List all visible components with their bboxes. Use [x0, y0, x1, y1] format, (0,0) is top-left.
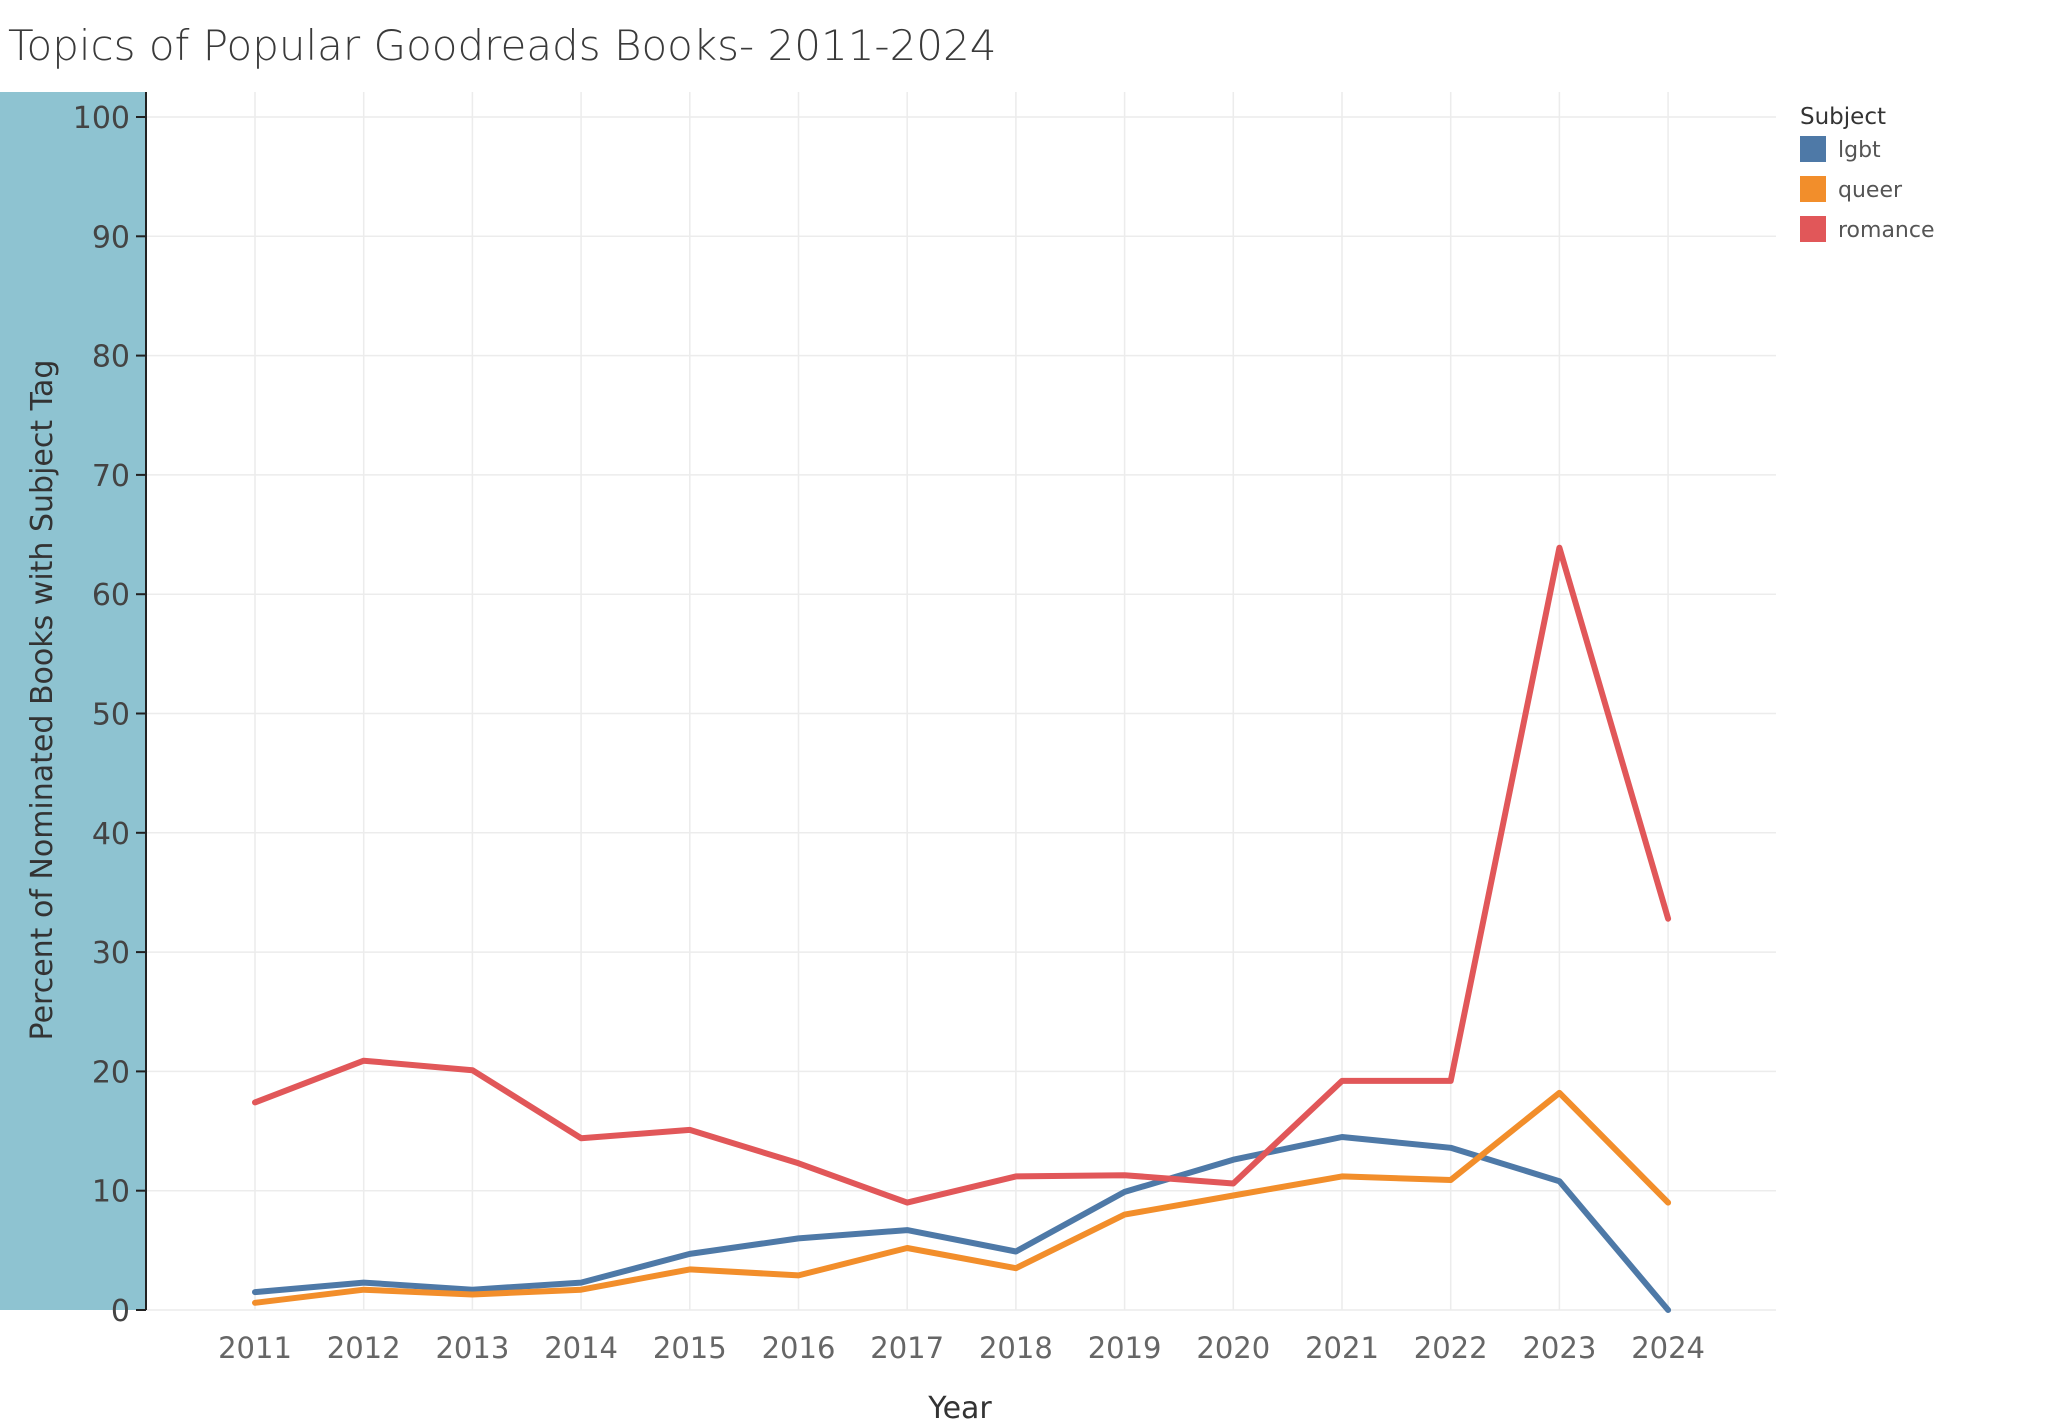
series-line-romance — [252, 544, 1672, 1206]
legend-title: Subject — [1800, 104, 1886, 130]
series-line-queer — [252, 1089, 1672, 1306]
x-tick-label: 2024 — [1631, 1331, 1705, 1365]
y-tick-label: 100 — [73, 101, 130, 136]
x-tick-label: 2021 — [1305, 1331, 1379, 1365]
y-tick-label: 40 — [92, 817, 130, 852]
series-line-lgbt — [252, 1134, 1672, 1313]
y-tick-label: 10 — [92, 1175, 130, 1210]
x-tick-label: 2012 — [327, 1331, 401, 1365]
legend-swatch-lgbt — [1800, 136, 1826, 162]
legend-label-romance: romance — [1838, 218, 1935, 243]
legend-swatch-queer — [1800, 176, 1826, 202]
y-tick-label: 50 — [92, 698, 130, 733]
y-tick-label: 0 — [111, 1294, 130, 1329]
vertical-gridlines — [254, 92, 1669, 1310]
y-tick-label: 70 — [92, 459, 130, 494]
horizontal-gridlines — [146, 116, 1776, 1311]
legend-swatch-romance — [1800, 216, 1826, 242]
x-tick-label: 2011 — [218, 1331, 292, 1365]
x-tick-label: 2022 — [1414, 1331, 1488, 1365]
x-tick-label: 2020 — [1196, 1331, 1270, 1365]
x-tick-label: 2013 — [435, 1331, 509, 1365]
x-tick-label: 2023 — [1522, 1331, 1596, 1365]
legend-label-queer: queer — [1838, 178, 1903, 203]
x-tick-label: 2014 — [544, 1331, 618, 1365]
legend-label-lgbt: lgbt — [1838, 138, 1881, 163]
y-axis-ticks: 0 10 20 30 40 50 60 70 80 90 100 — [73, 101, 146, 1329]
x-tick-label: 2016 — [762, 1331, 836, 1365]
x-tick-label: 2019 — [1088, 1331, 1162, 1365]
y-tick-label: 30 — [92, 936, 130, 971]
chart-title: Topics of Popular Goodreads Books- 2011-… — [8, 21, 996, 70]
y-tick-label: 60 — [92, 578, 130, 613]
y-axis-title: Percent of Nominated Books with Subject … — [25, 360, 60, 1041]
x-tick-label: 2017 — [870, 1331, 944, 1365]
x-tick-label: 2015 — [653, 1331, 727, 1365]
series-lines — [252, 544, 1672, 1313]
x-axis-ticks: 2011 2012 2013 2014 2015 2016 2017 2018 2019 2020… — [218, 1331, 1705, 1365]
y-axis-band — [0, 92, 146, 1310]
x-tick-label: 2018 — [979, 1331, 1053, 1365]
y-tick-label: 80 — [92, 340, 130, 375]
y-tick-label: 90 — [92, 220, 130, 255]
x-axis-title: Year — [927, 1391, 992, 1422]
y-tick-label: 20 — [92, 1055, 130, 1090]
legend: Subject lgbt queer romance — [1800, 104, 1935, 243]
